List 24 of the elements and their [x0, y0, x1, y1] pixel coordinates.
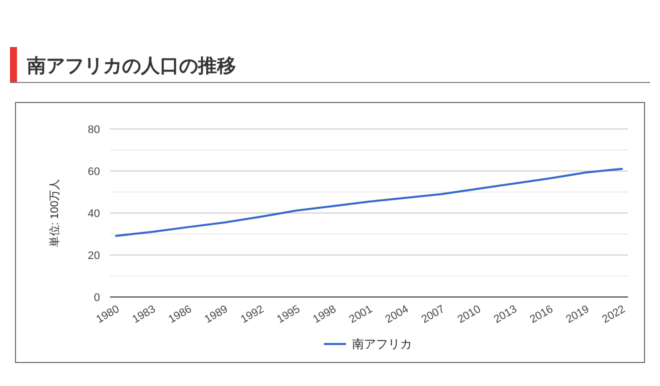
y-tick-label: 20 [88, 250, 100, 262]
x-tick-label: 2016 [528, 303, 556, 326]
x-tick-label: 2010 [456, 303, 483, 326]
x-tick-label: 1980 [94, 303, 122, 326]
x-tick-label: 2007 [420, 303, 447, 326]
x-tick-label: 2004 [383, 303, 411, 326]
x-tick-label: 2001 [347, 303, 374, 326]
x-tick-label: 1992 [238, 303, 266, 326]
x-tick-label: 1983 [130, 303, 158, 326]
x-tick-label: 1986 [166, 303, 194, 326]
x-tick-label: 1989 [202, 303, 230, 326]
y-tick-label: 40 [88, 208, 100, 220]
x-tick-label: 1998 [311, 303, 338, 326]
y-tick-label: 0 [94, 292, 100, 304]
chart-title: 南アフリカの人口の推移 [26, 55, 236, 77]
legend-label: 南アフリカ [352, 337, 412, 351]
x-tick-label: 1995 [275, 303, 302, 326]
y-tick-label: 60 [88, 166, 100, 178]
y-tick-label: 80 [88, 124, 100, 136]
x-tick-label: 2022 [600, 303, 628, 326]
y-axis-title: 単位: 100万人 [49, 178, 61, 248]
x-tick-label: 2013 [492, 303, 520, 326]
x-tick-label: 2019 [564, 303, 592, 326]
line-series [115, 168, 623, 237]
